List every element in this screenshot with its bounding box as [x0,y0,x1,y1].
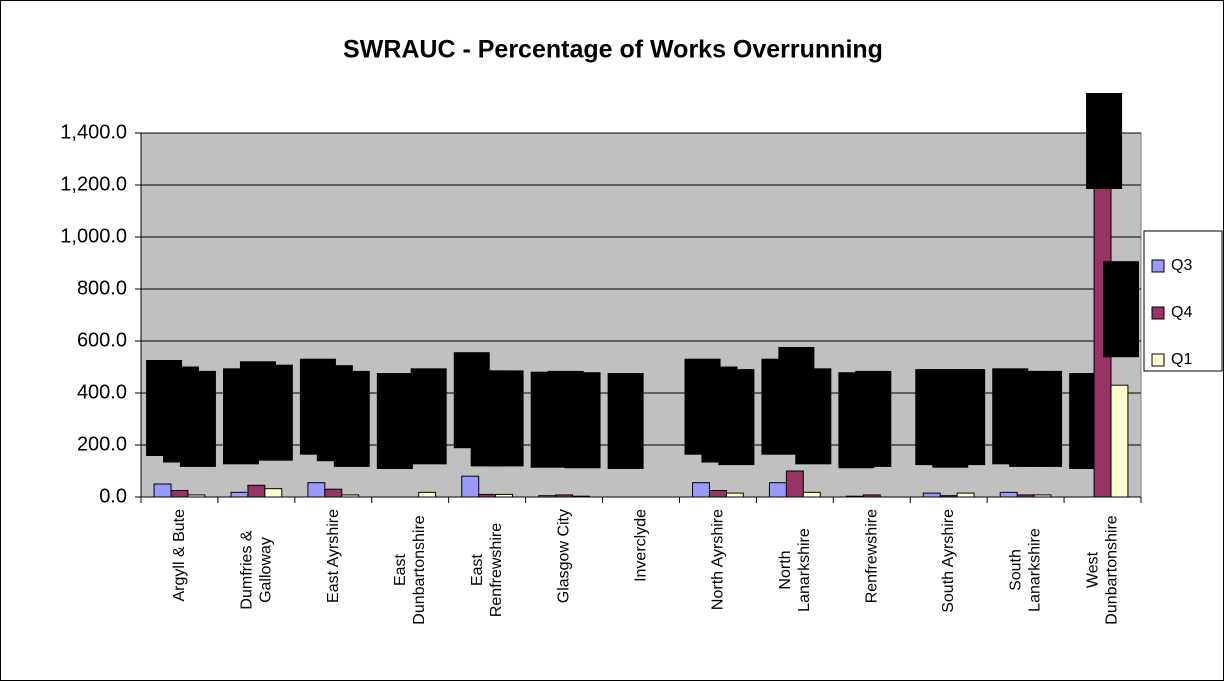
bar [264,488,283,498]
bar [418,491,437,498]
legend-swatch [1151,259,1165,273]
x-tick-label-text: South Ayrshire [940,509,958,613]
legend-label: Q3 [1171,257,1192,274]
y-tick-label: 800.0 [77,277,127,299]
obscured-label [1103,261,1139,358]
bar [307,482,326,498]
bar [999,491,1018,498]
bar [187,494,206,498]
x-tick-label: South Ayrshire [939,509,958,631]
x-tick-label-text: West Dunbartonshire [1084,515,1121,625]
legend-label: Q1 [1171,351,1192,368]
bar [1016,494,1035,498]
bar [862,494,881,498]
x-tick-label-text: Renfrewshire [863,509,881,604]
bar [692,482,710,498]
bar [939,495,958,498]
x-tick-label-text: North Lanarkshire [776,528,813,612]
bar [845,495,864,498]
chart-title: SWRAUC - Percentage of Works Overrunning [343,36,883,64]
legend-label: Q4 [1171,304,1192,321]
bar [572,495,590,498]
bar [725,492,744,498]
x-tick-label: North Lanarkshire [776,509,814,631]
x-tick-label-text: East Ayrshire [324,509,342,603]
obscured-label [333,370,370,467]
bar [555,494,574,498]
bar [922,492,941,498]
obscured-label [795,368,832,465]
obscured-label [376,373,413,469]
obscured-label [179,370,216,467]
x-tick-label-text: South Lanarkshire [1007,528,1044,612]
bar [1110,384,1129,498]
obscured-label [855,370,892,467]
x-tick-label-text: Argyll & Bute [170,509,188,602]
y-tick-label: 1,200.0 [60,173,127,195]
bar [247,484,266,498]
x-tick-label-text: Glasgow City [555,509,573,604]
bar [324,488,343,498]
obscured-label [410,368,447,465]
bar [956,492,975,498]
obscured-label [564,372,601,469]
bar [341,494,360,498]
x-tick-label: Renfrewshire [862,509,881,631]
x-tick-label-text: Dumfries & Galloway [238,530,275,610]
x-tick-label: West Dunbartonshire [1084,509,1122,631]
x-tick-label: East Dunbartonshire [391,509,429,631]
obscured-label [607,373,644,469]
x-tick-label-text: Inverclyde [632,509,650,582]
obscured-label [949,369,986,466]
x-tick-label: Dumfries & Galloway [237,509,275,631]
bar [802,491,821,498]
legend-box [1143,230,1223,372]
obscured-label [487,370,524,467]
y-tick-label: 200.0 [77,433,127,455]
obscured-label [1086,93,1123,189]
x-tick-label: East Ayrshire [324,509,343,631]
bar [461,475,480,498]
obscured-label [718,369,755,466]
bar [708,490,727,498]
legend-swatch [1151,353,1165,367]
x-tick-label: Glasgow City [555,509,574,631]
y-tick-label: 1,000.0 [60,225,127,247]
x-tick-label: North Ayrshire [708,509,727,631]
x-tick-label-text: North Ayrshire [709,509,727,611]
legend-swatch [1151,306,1165,320]
y-tick-label: 400.0 [77,381,127,403]
x-tick-label-text: East Dunbartonshire [392,515,429,625]
bar [768,482,787,498]
obscured-label [256,364,293,461]
x-tick-label: South Lanarkshire [1007,509,1045,631]
y-tick-label: 0.0 [99,485,127,507]
y-tick-label: 600.0 [77,329,127,351]
x-tick-label: Inverclyde [632,509,651,631]
bar [478,493,497,498]
obscured-label [1026,370,1063,467]
bar [230,491,249,498]
bar [785,470,804,498]
bar [170,490,189,498]
bar [495,493,514,498]
x-tick-label: East Renfrewshire [468,509,506,631]
bar [153,483,172,498]
y-tick-label: 1,400.0 [60,121,127,143]
bar [538,495,557,498]
x-tick-label-text: East Renfrewshire [469,522,506,618]
bar [1033,494,1052,498]
x-tick-label: Argyll & Bute [170,509,189,631]
